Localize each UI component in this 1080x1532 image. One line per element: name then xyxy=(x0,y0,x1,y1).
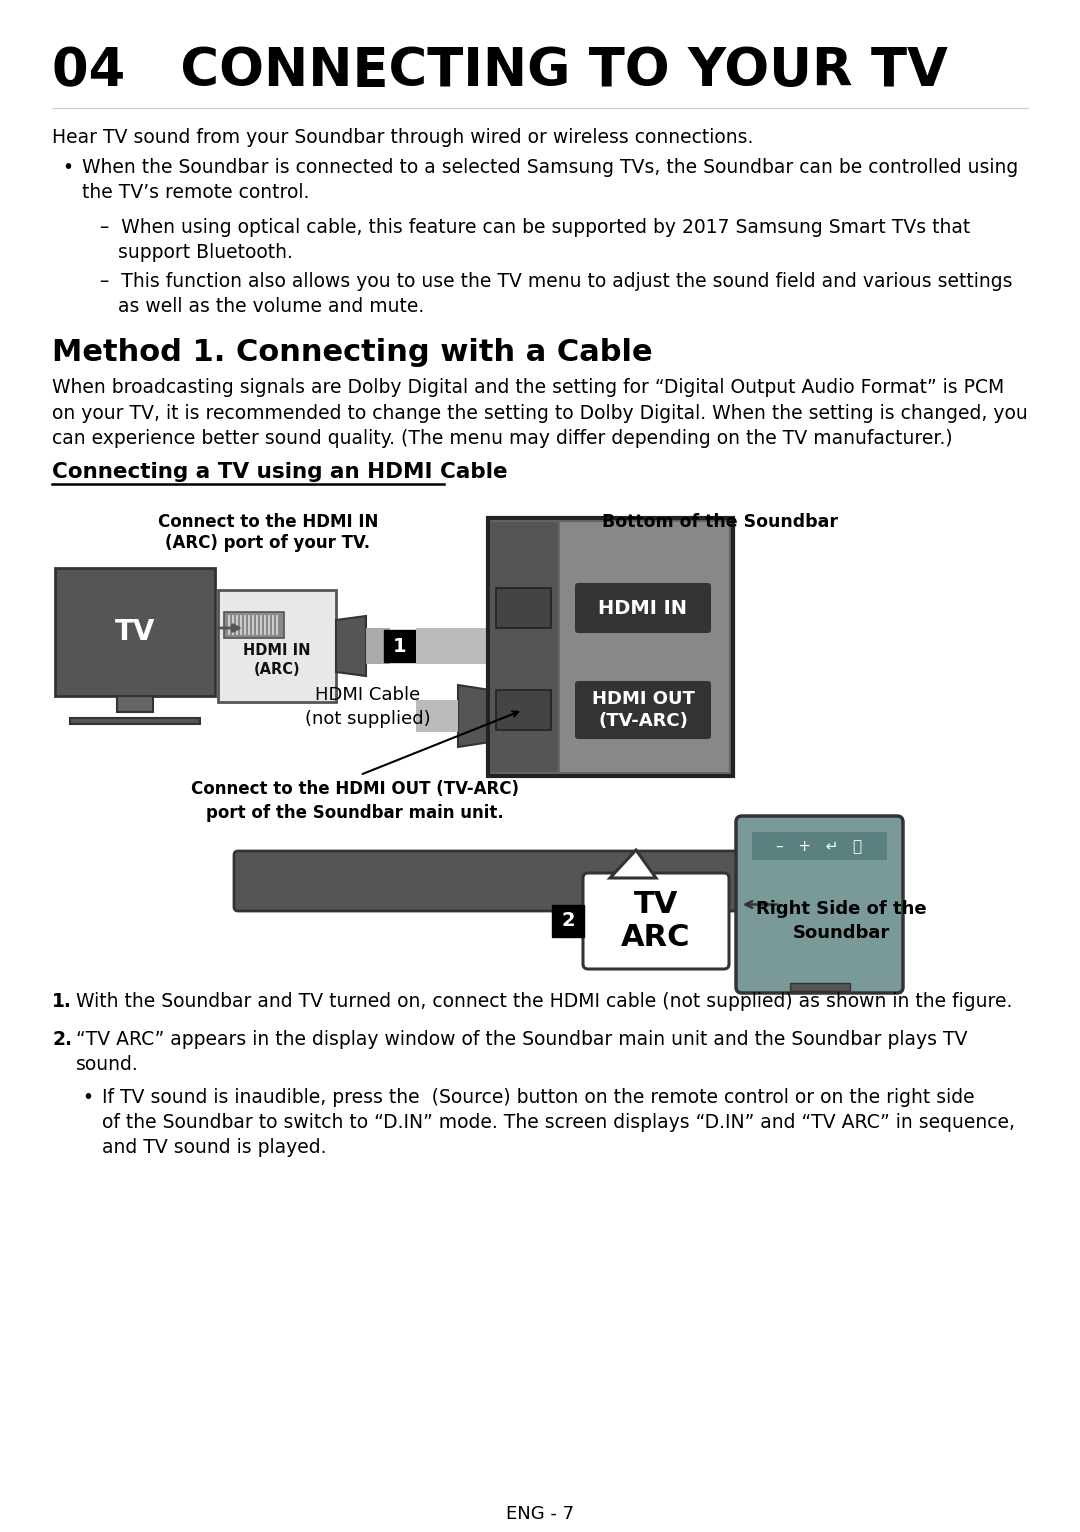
Bar xyxy=(260,614,262,634)
Bar xyxy=(552,905,584,938)
Text: Method 1. Connecting with a Cable: Method 1. Connecting with a Cable xyxy=(52,339,652,368)
Bar xyxy=(244,614,246,634)
Bar xyxy=(228,614,230,634)
Bar xyxy=(232,614,234,634)
Text: When the Soundbar is connected to a selected Samsung TVs, the Soundbar can be co: When the Soundbar is connected to a sele… xyxy=(82,158,1018,202)
Text: HDMI IN: HDMI IN xyxy=(598,599,688,617)
Text: Bottom of the Soundbar: Bottom of the Soundbar xyxy=(602,513,838,532)
Bar xyxy=(218,590,336,702)
Bar xyxy=(70,719,200,725)
Bar xyxy=(237,614,238,634)
Text: HDMI Cable
(not supplied): HDMI Cable (not supplied) xyxy=(306,686,431,728)
Text: 1: 1 xyxy=(393,636,407,656)
Bar xyxy=(276,614,278,634)
Polygon shape xyxy=(336,616,366,676)
Text: Hear TV sound from your Soundbar through wired or wireless connections.: Hear TV sound from your Soundbar through… xyxy=(52,129,754,147)
Bar xyxy=(224,611,284,637)
Bar xyxy=(752,832,887,859)
Text: “TV ARC” appears in the display window of the Soundbar main unit and the Soundba: “TV ARC” appears in the display window o… xyxy=(76,1030,968,1074)
Bar xyxy=(490,522,558,772)
Text: 1.: 1. xyxy=(52,993,72,1011)
Bar xyxy=(496,689,551,731)
Text: HDMI IN
(ARC): HDMI IN (ARC) xyxy=(243,643,311,677)
Text: If TV sound is inaudible, press the  (Source) button on the remote control or on: If TV sound is inaudible, press the (Sou… xyxy=(102,1088,1015,1157)
Bar xyxy=(240,614,242,634)
Text: TV: TV xyxy=(114,617,156,647)
Text: •: • xyxy=(82,1088,93,1108)
Text: HDMI OUT
(TV-ARC): HDMI OUT (TV-ARC) xyxy=(592,689,694,731)
Polygon shape xyxy=(458,685,490,748)
Text: When broadcasting signals are Dolby Digital and the setting for “Digital Output : When broadcasting signals are Dolby Digi… xyxy=(52,378,1028,449)
Bar xyxy=(561,522,729,772)
Text: 2.: 2. xyxy=(52,1030,72,1049)
Bar xyxy=(256,614,258,634)
Text: Connect to the HDMI OUT (TV-ARC)
port of the Soundbar main unit.: Connect to the HDMI OUT (TV-ARC) port of… xyxy=(191,780,519,821)
FancyBboxPatch shape xyxy=(735,817,903,993)
FancyBboxPatch shape xyxy=(583,873,729,970)
Text: Connecting a TV using an HDMI Cable: Connecting a TV using an HDMI Cable xyxy=(52,463,508,483)
Bar xyxy=(268,614,270,634)
Bar xyxy=(55,568,215,696)
Bar xyxy=(488,518,733,777)
Polygon shape xyxy=(610,850,656,878)
Bar xyxy=(789,984,850,991)
Text: TV
ARC: TV ARC xyxy=(621,890,691,951)
Bar xyxy=(248,614,249,634)
Text: •: • xyxy=(62,158,73,178)
Bar xyxy=(496,588,551,628)
Bar xyxy=(770,863,780,899)
Bar xyxy=(252,614,254,634)
Bar xyxy=(264,614,266,634)
Text: –   +   ↵   ⏻: – + ↵ ⏻ xyxy=(777,840,863,855)
FancyBboxPatch shape xyxy=(575,682,711,738)
FancyBboxPatch shape xyxy=(575,584,711,633)
Bar xyxy=(117,696,153,712)
Text: With the Soundbar and TV turned on, connect the HDMI cable (not supplied) as sho: With the Soundbar and TV turned on, conn… xyxy=(76,993,1012,1011)
Text: 04   CONNECTING TO YOUR TV: 04 CONNECTING TO YOUR TV xyxy=(52,44,948,97)
Bar xyxy=(272,614,274,634)
Text: Connect to the HDMI IN
(ARC) port of your TV.: Connect to the HDMI IN (ARC) port of you… xyxy=(158,513,378,552)
Text: ENG - 7: ENG - 7 xyxy=(505,1504,575,1523)
Text: –  This function also allows you to use the TV menu to adjust the sound field an: – This function also allows you to use t… xyxy=(100,273,1013,316)
Text: –  When using optical cable, this feature can be supported by 2017 Samsung Smart: – When using optical cable, this feature… xyxy=(100,218,970,262)
Text: 2: 2 xyxy=(562,912,575,930)
Bar xyxy=(384,630,416,662)
Text: Right Side of the
Soundbar: Right Side of the Soundbar xyxy=(756,901,927,942)
FancyBboxPatch shape xyxy=(234,850,782,912)
